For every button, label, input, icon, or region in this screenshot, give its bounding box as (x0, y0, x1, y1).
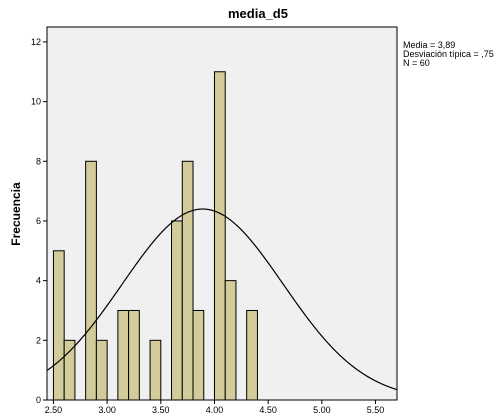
histogram-bar-2 (85, 160, 97, 401)
chart-title: media_d5 (228, 6, 288, 21)
histogram-bar-12 (246, 309, 258, 401)
y-tick-label-6: 12 (31, 37, 41, 47)
histogram-bar-7 (171, 220, 183, 401)
stats-line-0: Media = 3,89 (403, 40, 455, 50)
y-tick-label-0: 0 (36, 395, 41, 405)
x-axis: 2.50 3.00 3.50 4.00 4.50 5.00 5.50 (45, 400, 385, 415)
histogram-bar-8 (181, 160, 194, 401)
x-tick-label-1: 3.00 (98, 405, 116, 415)
x-tick-label-3: 4.00 (206, 405, 224, 415)
x-tick-label-0: 2.50 (45, 405, 63, 415)
x-tick-label-4: 4.50 (259, 405, 277, 415)
histogram-bar-3 (95, 339, 108, 401)
y-tick-label-2: 4 (36, 276, 41, 286)
histogram-bar-10 (213, 71, 226, 401)
histogram-bar-4 (117, 309, 130, 401)
histogram-bar-5 (128, 309, 140, 401)
normal-curve-group (46, 208, 398, 391)
y-tick-label-3: 6 (36, 216, 41, 226)
normal-curve (46, 208, 398, 391)
histogram-bar-11 (224, 280, 237, 401)
y-tick-label-4: 8 (36, 156, 41, 166)
x-tick-label-2: 3.50 (152, 405, 170, 415)
histogram-bar-0 (52, 250, 65, 401)
y-tick-label-1: 2 (36, 335, 41, 345)
histogram-bar-9 (192, 309, 205, 401)
histogram-bar-6 (149, 339, 162, 401)
x-tick-label-6: 5.50 (367, 405, 385, 415)
y-axis-label: Frecuencia (9, 182, 23, 246)
histogram-bar-1 (63, 339, 76, 401)
x-tick-label-5: 5.00 (313, 405, 331, 415)
bars-group (52, 71, 258, 401)
stats-line-1: Desviación típica = ,75 (403, 49, 494, 59)
y-tick-label-5: 10 (31, 97, 41, 107)
stats-line-2: N = 60 (403, 58, 430, 68)
y-axis: 0 2 4 6 8 10 12 (31, 37, 47, 405)
